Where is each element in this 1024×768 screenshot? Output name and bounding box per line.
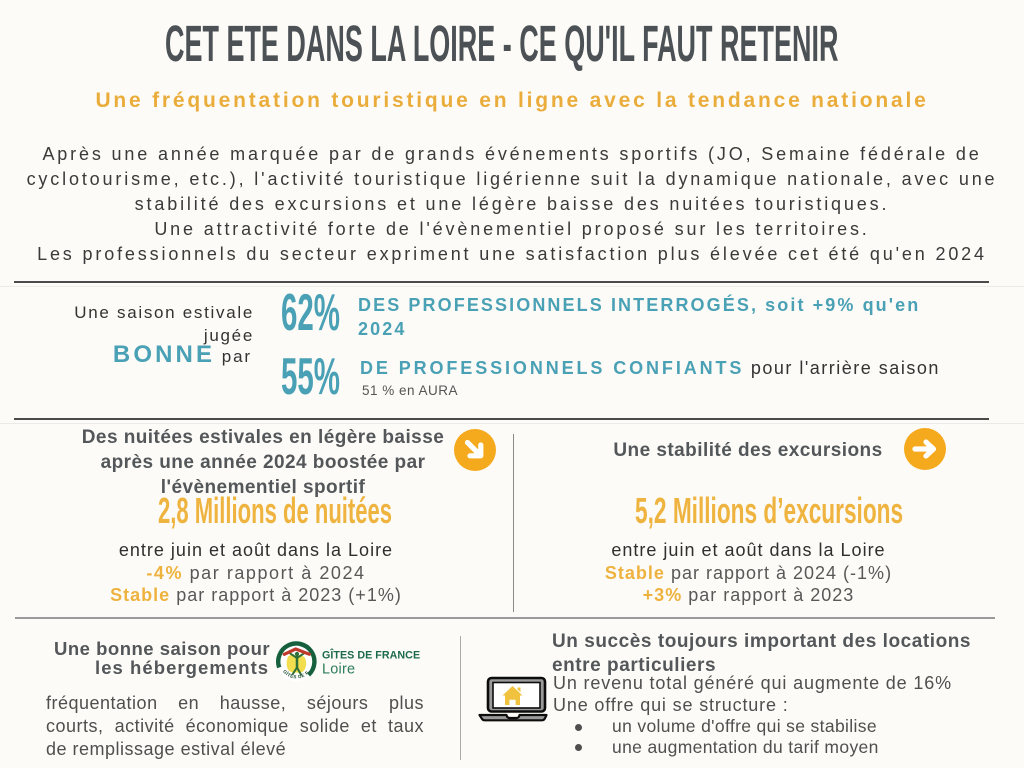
svg-text:GÎTES DE FRANCE: GÎTES DE FRANCE [322,649,420,662]
svg-text:Loire: Loire [322,662,355,678]
